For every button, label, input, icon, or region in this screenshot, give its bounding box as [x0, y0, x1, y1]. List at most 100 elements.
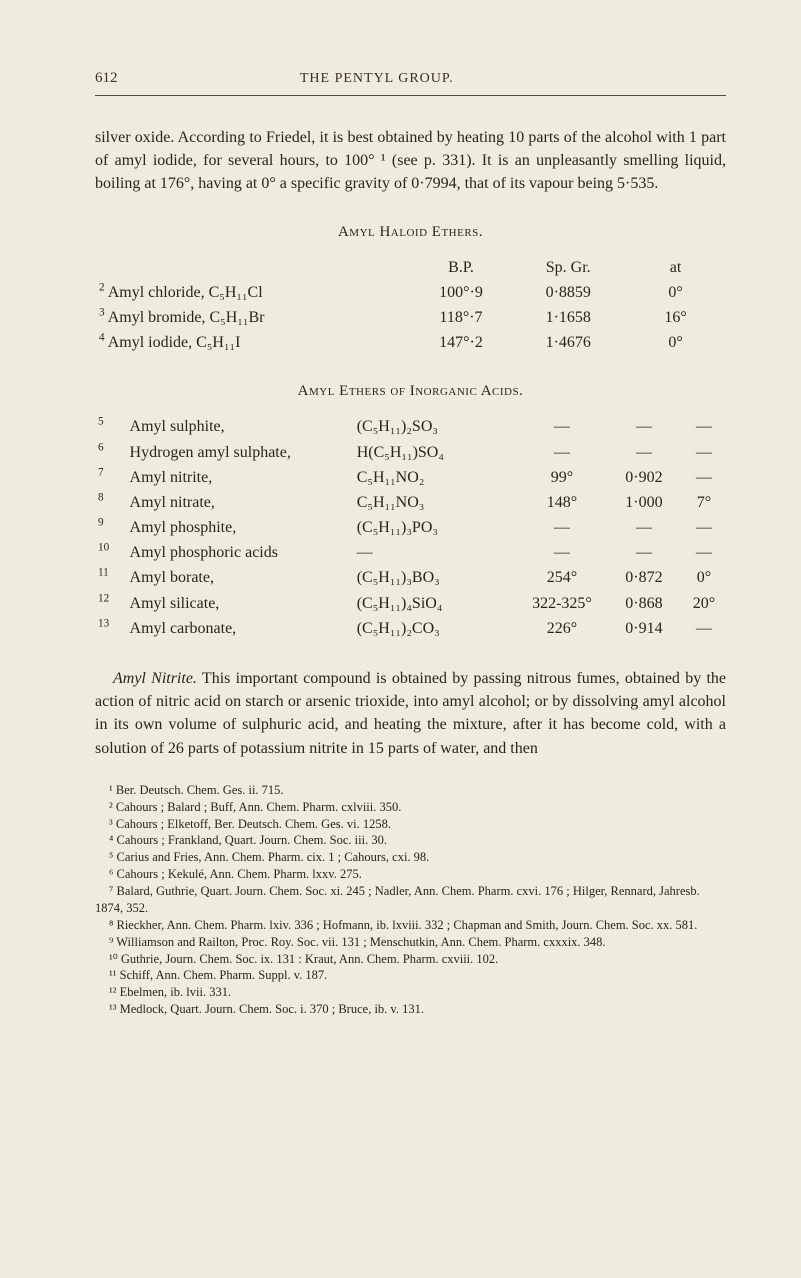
formula: —	[354, 540, 518, 565]
footnote-ref: 13	[98, 617, 109, 629]
value-1: —	[518, 540, 606, 565]
haloid-ethers-table: B.P. Sp. Gr. at 2 Amyl chloride, C₅H₁₁Cl…	[95, 255, 726, 356]
section-heading-haloid: Amyl Haloid Ethers.	[95, 224, 726, 241]
footnote-ref: 4	[99, 332, 105, 344]
value-1: —	[518, 414, 606, 439]
footnote: ⁹ Williamson and Railton, Proc. Roy. Soc…	[95, 934, 726, 951]
footnote-ref: 7	[98, 466, 104, 478]
section-heading-inorganic: Amyl Ethers of Inorganic Acids.	[95, 383, 726, 400]
value-1: 99°	[518, 465, 606, 490]
footnote: ⁵ Carius and Fries, Ann. Chem. Pharm. ci…	[95, 849, 726, 866]
col-header-spgr: Sp. Gr.	[511, 255, 625, 280]
value-2: 0·902	[606, 465, 682, 490]
inorganic-acids-table: 5 Amyl sulphite, (C₅H₁₁)₂SO₃ — — — 6 Hyd…	[95, 414, 726, 641]
formula: (C₅H₁₁)₂SO₃	[354, 414, 518, 439]
compound-label: Amyl chloride, C₅H₁₁Cl	[108, 284, 263, 301]
formula: C₅H₁₁NO₃	[354, 490, 518, 515]
table-row: 10 Amyl phosphoric acids — — — —	[95, 540, 726, 565]
compound-label: Amyl bromide, C₅H₁₁Br	[108, 309, 265, 326]
compound-name: Amyl carbonate,	[127, 616, 354, 641]
table-row: 7 Amyl nitrite, C₅H₁₁NO₂ 99° 0·902 —	[95, 465, 726, 490]
value-3: —	[682, 515, 726, 540]
table-row: 13 Amyl carbonate, (C₅H₁₁)₂CO₃ 226° 0·91…	[95, 616, 726, 641]
value-1: 148°	[518, 490, 606, 515]
footnote-ref: 12	[98, 592, 109, 604]
compound-name: Amyl nitrite,	[127, 465, 354, 490]
value-2: —	[606, 515, 682, 540]
nitrite-paragraph: Amyl Nitrite. This important compound is…	[95, 667, 726, 760]
footnote: ¹² Ebelmen, ib. lvii. 331.	[95, 984, 726, 1001]
footnote: ¹¹ Schiff, Ann. Chem. Pharm. Suppl. v. 1…	[95, 967, 726, 984]
value-2: —	[606, 414, 682, 439]
col-header-bp: B.P.	[411, 255, 512, 280]
formula: C₅H₁₁NO₂	[354, 465, 518, 490]
footnote: ⁶ Cahours ; Kekulé, Ann. Chem. Pharm. lx…	[95, 866, 726, 883]
footnote: ³ Cahours ; Elketoff, Ber. Deutsch. Chem…	[95, 816, 726, 833]
col-header-empty	[95, 255, 411, 280]
value-3: —	[682, 540, 726, 565]
value-1: —	[518, 515, 606, 540]
spgr-value: 0·8859	[511, 280, 625, 305]
spgr-value: 1·1658	[511, 305, 625, 330]
footnote-ref: 9	[98, 517, 104, 529]
value-1: 254°	[518, 565, 606, 590]
value-1: 322-325°	[518, 591, 606, 616]
formula: (C₅H₁₁)₂CO₃	[354, 616, 518, 641]
footnote: ² Cahours ; Balard ; Buff, Ann. Chem. Ph…	[95, 799, 726, 816]
table-row: 5 Amyl sulphite, (C₅H₁₁)₂SO₃ — — —	[95, 414, 726, 439]
footnote: ⁸ Rieckher, Ann. Chem. Pharm. lxiv. 336 …	[95, 917, 726, 934]
nitrite-lead: Amyl Nitrite.	[113, 670, 197, 687]
formula: (C₅H₁₁)₄SiO₄	[354, 591, 518, 616]
compound-name: Amyl borate,	[127, 565, 354, 590]
compound-name: Amyl silicate,	[127, 591, 354, 616]
running-head: THE PENTYL GROUP.	[58, 71, 697, 87]
compound-label: Amyl iodide, C₅H₁₁I	[108, 334, 241, 351]
at-value: 0°	[625, 280, 726, 305]
at-value: 16°	[625, 305, 726, 330]
footnote: ¹ Ber. Deutsch. Chem. Ges. ii. 715.	[95, 782, 726, 799]
table-header-row: B.P. Sp. Gr. at	[95, 255, 726, 280]
compound-name: Amyl phosphite,	[127, 515, 354, 540]
col-header-at: at	[625, 255, 726, 280]
intro-paragraph: silver oxide. According to Friedel, it i…	[95, 126, 726, 196]
footnote-ref: 2	[99, 281, 105, 293]
footnote: ¹³ Medlock, Quart. Journ. Chem. Soc. i. …	[95, 1001, 726, 1018]
table-row: 8 Amyl nitrate, C₅H₁₁NO₃ 148° 1·000 7°	[95, 490, 726, 515]
bp-value: 147°·2	[411, 330, 512, 355]
value-2: 0·914	[606, 616, 682, 641]
compound-name: Amyl nitrate,	[127, 490, 354, 515]
at-value: 0°	[625, 330, 726, 355]
footnote: ⁴ Cahours ; Frankland, Quart. Journ. Che…	[95, 832, 726, 849]
formula: (C₅H₁₁)₃BO₃	[354, 565, 518, 590]
compound-name: Hydrogen amyl sulphate,	[127, 440, 354, 465]
footnotes-block: ¹ Ber. Deutsch. Chem. Ges. ii. 715. ² Ca…	[95, 782, 726, 1018]
footnote-ref: 3	[99, 307, 105, 319]
value-3: —	[682, 414, 726, 439]
table-row: 3 Amyl bromide, C₅H₁₁Br 118°·7 1·1658 16…	[95, 305, 726, 330]
formula: H(C₅H₁₁)SO₄	[354, 440, 518, 465]
compound-name: Amyl sulphite,	[127, 414, 354, 439]
table-row: 9 Amyl phosphite, (C₅H₁₁)₃PO₃ — — —	[95, 515, 726, 540]
formula: (C₅H₁₁)₃PO₃	[354, 515, 518, 540]
value-2: 1·000	[606, 490, 682, 515]
footnote-ref: 10	[98, 542, 109, 554]
value-3: 20°	[682, 591, 726, 616]
compound-name: Amyl phosphoric acids	[127, 540, 354, 565]
table-row: 6 Hydrogen amyl sulphate, H(C₅H₁₁)SO₄ — …	[95, 440, 726, 465]
table-row: 11 Amyl borate, (C₅H₁₁)₃BO₃ 254° 0·872 0…	[95, 565, 726, 590]
value-2: —	[606, 540, 682, 565]
value-2: 0·872	[606, 565, 682, 590]
value-2: —	[606, 440, 682, 465]
footnote: ⁷ Balard, Guthrie, Quart. Journ. Chem. S…	[95, 883, 726, 917]
bp-value: 118°·7	[411, 305, 512, 330]
bp-value: 100°·9	[411, 280, 512, 305]
header-rule	[95, 95, 726, 96]
value-3: —	[682, 616, 726, 641]
value-3: —	[682, 440, 726, 465]
footnote-ref: 6	[98, 441, 104, 453]
value-2: 0·868	[606, 591, 682, 616]
footnote-ref: 8	[98, 492, 104, 504]
table-row: 12 Amyl silicate, (C₅H₁₁)₄SiO₄ 322-325° …	[95, 591, 726, 616]
footnote: ¹⁰ Guthrie, Journ. Chem. Soc. ix. 131 : …	[95, 951, 726, 968]
value-3: —	[682, 465, 726, 490]
